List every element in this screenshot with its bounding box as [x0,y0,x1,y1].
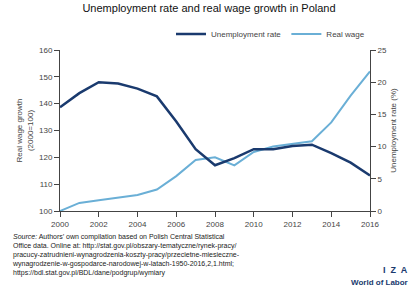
svg-text:120: 120 [39,153,53,162]
svg-text:2008: 2008 [206,220,224,229]
svg-text:2014: 2014 [322,220,340,229]
svg-text:Unemployment rate and real wag: Unemployment rate and real wage growth i… [82,2,335,14]
svg-text:2012: 2012 [284,220,302,229]
svg-text:160: 160 [39,46,53,55]
svg-text:10: 10 [378,142,387,151]
svg-text:20: 20 [378,78,387,87]
svg-text:100: 100 [39,207,53,216]
svg-text:5: 5 [378,175,383,184]
svg-text:2006: 2006 [167,220,185,229]
svg-text:Unemployment rate (%): Unemployment rate (%) [389,88,398,173]
svg-text:I Z A: I Z A [383,265,408,275]
svg-text:Source: Authors’ own compilati: Source: Authors’ own compilation based o… [12,233,240,277]
svg-text:2016: 2016 [361,220,379,229]
svg-text:130: 130 [39,126,53,135]
svg-text:Real wage growth(2000=100): Real wage growth(2000=100) [15,98,34,162]
svg-text:140: 140 [39,99,53,108]
svg-text:110: 110 [40,180,53,189]
svg-text:2004: 2004 [129,220,147,229]
svg-text:0: 0 [378,207,383,216]
svg-text:2010: 2010 [245,220,263,229]
svg-text:15: 15 [378,110,387,119]
svg-text:World of Labor: World of Labor [351,278,408,287]
svg-text:25: 25 [378,46,387,55]
svg-text:2000: 2000 [51,220,69,229]
svg-text:Unemployment rate: Unemployment rate [211,30,281,39]
svg-text:150: 150 [39,73,53,82]
svg-text:2002: 2002 [90,220,108,229]
svg-text:Real wage: Real wage [326,30,364,39]
